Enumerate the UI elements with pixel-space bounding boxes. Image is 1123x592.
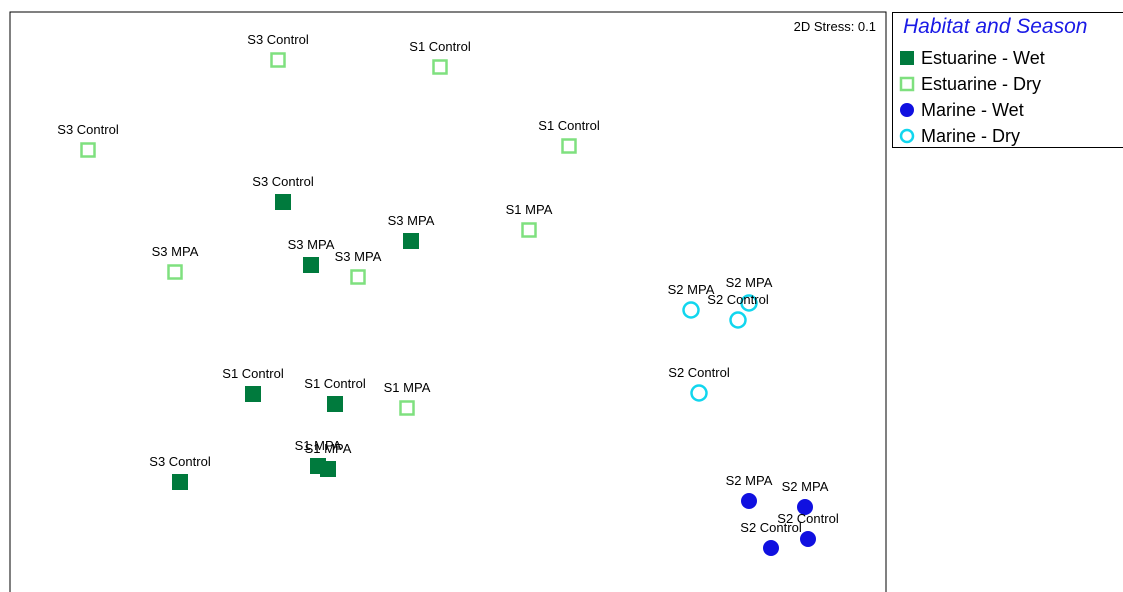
point-marine-wet-0 (741, 493, 757, 509)
point-estuarine-dry-6 (350, 269, 366, 285)
point-estuarine-wet-6 (320, 461, 336, 477)
point-label-marine-wet-1: S2 MPA (782, 479, 829, 494)
legend-item-estuarine-wet: Estuarine - Wet (899, 47, 1045, 69)
legend-item-marine-dry: Marine - Dry (899, 125, 1020, 147)
point-marine-dry-3 (690, 384, 708, 402)
point-estuarine-dry-5 (167, 264, 183, 280)
point-label-estuarine-dry-6: S3 MPA (335, 249, 382, 264)
point-label-estuarine-wet-7: S3 Control (149, 454, 211, 469)
point-label-estuarine-dry-5: S3 MPA (152, 244, 199, 259)
open-square-icon (899, 76, 915, 92)
point-label-estuarine-dry-0: S3 Control (247, 32, 309, 47)
point-label-estuarine-wet-6: S1 MPA (305, 441, 352, 456)
legend-label: Estuarine - Dry (921, 73, 1042, 94)
point-label-marine-dry-0: S2 MPA (668, 282, 715, 297)
point-estuarine-dry-3 (561, 138, 577, 154)
point-label-estuarine-wet-4: S1 Control (304, 376, 366, 391)
point-label-estuarine-dry-3: S1 Control (538, 118, 600, 133)
point-estuarine-dry-2 (80, 142, 96, 158)
point-estuarine-wet-1 (403, 233, 419, 249)
point-marine-dry-0 (682, 301, 700, 319)
filled-circle-icon (900, 103, 914, 117)
point-estuarine-dry-1 (432, 59, 448, 75)
point-estuarine-wet-2 (303, 257, 319, 273)
filled-square-icon (900, 51, 914, 65)
point-estuarine-dry-4 (521, 222, 537, 238)
point-label-marine-dry-1: S2 MPA (726, 275, 773, 290)
legend-item-estuarine-dry: Estuarine - Dry (899, 73, 1041, 95)
legend-label: Estuarine - Wet (921, 47, 1045, 68)
legend-item-marine-wet: Marine - Wet (899, 99, 1024, 121)
open-circle-icon (899, 128, 915, 144)
point-label-estuarine-wet-1: S3 MPA (388, 213, 435, 228)
point-estuarine-wet-0 (275, 194, 291, 210)
point-marine-wet-1 (797, 499, 813, 515)
point-marine-wet-3 (763, 540, 779, 556)
point-estuarine-wet-3 (245, 386, 261, 402)
point-label-estuarine-dry-1: S1 Control (409, 39, 471, 54)
point-label-estuarine-wet-5: S1 MPA (295, 438, 342, 453)
legend-label: Marine - Wet (921, 99, 1024, 120)
stress-annotation: 2D Stress: 0.1 (794, 19, 876, 34)
point-label-estuarine-dry-7: S1 MPA (384, 380, 431, 395)
point-label-estuarine-dry-2: S3 Control (57, 122, 119, 137)
point-label-estuarine-wet-0: S3 Control (252, 174, 314, 189)
point-marine-dry-1 (740, 294, 758, 312)
point-estuarine-wet-7 (172, 474, 188, 490)
point-label-estuarine-wet-3: S1 Control (222, 366, 284, 381)
point-estuarine-wet-4 (327, 396, 343, 412)
plot-area (9, 11, 887, 592)
point-label-marine-dry-2: S2 Control (707, 292, 769, 307)
point-label-marine-wet-2: S2 Control (777, 511, 839, 526)
legend: Habitat and Season Estuarine - Wet Estua… (892, 12, 1123, 148)
point-estuarine-dry-7 (399, 400, 415, 416)
point-label-marine-wet-0: S2 MPA (726, 473, 773, 488)
point-label-estuarine-dry-4: S1 MPA (506, 202, 553, 217)
point-label-marine-wet-3: S2 Control (740, 520, 802, 535)
point-label-estuarine-wet-2: S3 MPA (288, 237, 335, 252)
point-estuarine-dry-0 (270, 52, 286, 68)
point-marine-wet-2 (800, 531, 816, 547)
point-marine-dry-2 (729, 311, 747, 329)
legend-title: Habitat and Season (903, 15, 1088, 38)
point-label-marine-dry-3: S2 Control (668, 365, 730, 380)
legend-label: Marine - Dry (921, 125, 1021, 146)
